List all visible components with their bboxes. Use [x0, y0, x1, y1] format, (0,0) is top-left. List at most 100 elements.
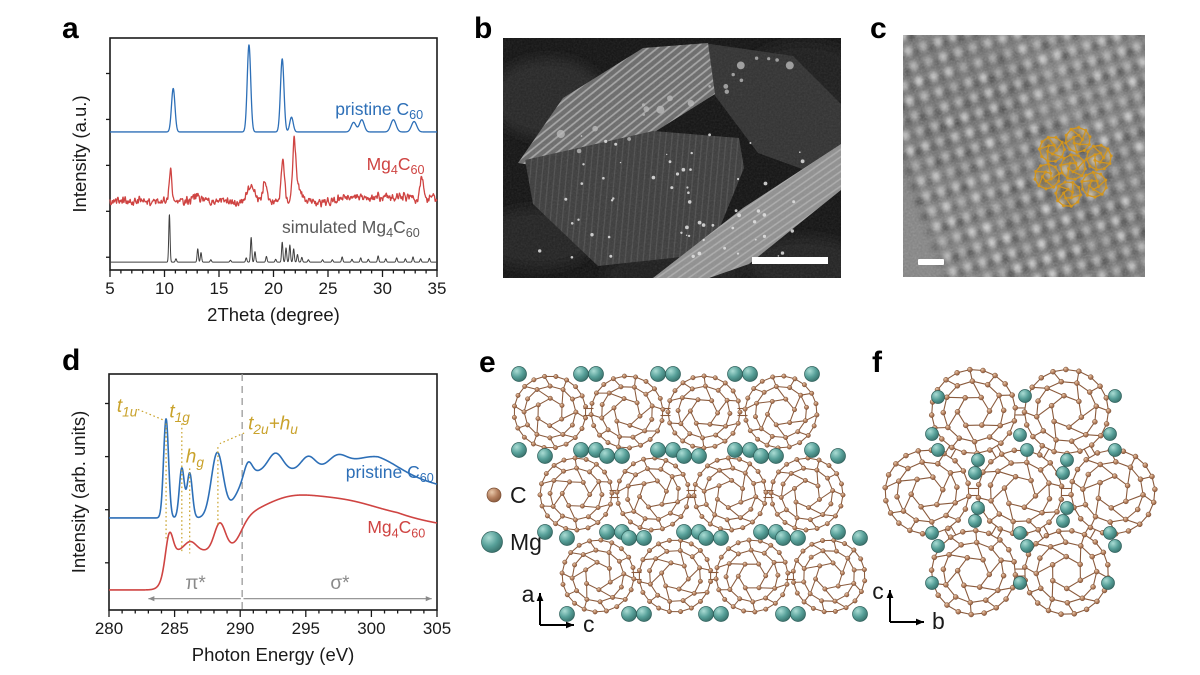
sem-image	[503, 38, 841, 278]
overlay-cage	[1064, 125, 1092, 154]
mg-atom	[931, 443, 945, 457]
mg-atom	[1101, 576, 1115, 590]
x-tick-label: 15	[210, 279, 229, 298]
series-mg4c60	[109, 135, 438, 208]
x-tick-label: 300	[357, 619, 385, 638]
mg-atom	[830, 448, 846, 464]
x-tick-label: 5	[105, 279, 114, 298]
mg-atom	[614, 448, 630, 464]
axis-ticks	[106, 72, 438, 277]
mg-atom	[768, 448, 784, 464]
mg-atom	[599, 524, 615, 540]
mg-atom	[753, 524, 769, 540]
fullerene-cage	[928, 527, 1019, 618]
fullerene-cage	[975, 447, 1065, 537]
mg-atom	[676, 524, 692, 540]
mg-atom	[852, 530, 868, 546]
mg-atom	[925, 576, 939, 590]
mg-atom	[830, 524, 846, 540]
mg-atom	[691, 448, 707, 464]
mg-atom	[925, 526, 939, 540]
overlay-cage	[1037, 135, 1066, 163]
scale-bar	[918, 259, 944, 265]
overlay-cage	[1080, 170, 1108, 199]
series-label: pristine C60	[346, 462, 434, 485]
fullerene-cage	[537, 455, 615, 533]
mg-atom	[852, 606, 868, 622]
panel-letter-d: d	[62, 344, 81, 377]
axis-label-a: a	[522, 581, 535, 607]
region-label: π*	[185, 573, 206, 594]
arrow-head	[916, 618, 924, 626]
panel-letter-f: f	[872, 346, 882, 379]
nexafs-chart: 280 285 290 295 300 305 Photon Energy (eV) Inte…	[68, 373, 451, 665]
intercage-bond	[1089, 529, 1096, 539]
fullerene-cage	[1022, 528, 1111, 617]
overlay-cage	[1059, 153, 1087, 181]
mg-atom	[698, 530, 714, 546]
x-tick-label: 290	[226, 619, 254, 638]
mg-atom	[698, 606, 714, 622]
fullerene-cage	[713, 537, 791, 615]
mg-atom	[537, 448, 553, 464]
mg-atom	[1056, 514, 1070, 528]
intercage-bond	[1043, 525, 1050, 536]
orbital-label: t1g	[169, 402, 190, 426]
mg-atom	[588, 366, 604, 382]
mg-atom	[665, 366, 681, 382]
fullerene-cage	[665, 373, 743, 451]
mg-atom	[559, 530, 575, 546]
mg-atom	[1013, 576, 1027, 590]
fullerene-cage	[882, 447, 972, 537]
mg-atom	[727, 442, 743, 458]
series-pristine-c60	[109, 44, 438, 133]
annotation-leader	[219, 432, 245, 445]
mg-atom	[925, 427, 939, 441]
sem-micrograph	[503, 38, 841, 278]
mg-atom	[1018, 389, 1032, 403]
x-axis-title: Photon Energy (eV)	[192, 644, 354, 665]
fullerene-cage	[614, 455, 692, 533]
mg-atom	[971, 501, 985, 515]
overlay-cage	[1033, 162, 1061, 191]
panel-letter-a: a	[62, 12, 79, 45]
series-mg4c60	[108, 494, 438, 591]
overlay-cage	[1054, 180, 1083, 208]
y-axis-title: Intensity (a.u.)	[69, 95, 90, 212]
region-label: σ*	[330, 573, 350, 594]
mg-atom	[621, 606, 637, 622]
series-label: Mg4C60	[367, 517, 425, 540]
panel-letter-c: c	[870, 12, 887, 45]
series-simulated-mg4c60	[109, 214, 438, 263]
mg-atom	[650, 366, 666, 382]
mg-atom	[804, 442, 820, 458]
x-tick-label: 10	[155, 279, 174, 298]
axis-ticks	[105, 402, 438, 617]
mg-atom	[1020, 539, 1034, 553]
mg-atom	[1103, 526, 1117, 540]
magnesium-legend-swatch	[481, 531, 503, 553]
tem-image	[903, 35, 1145, 277]
carbon-legend-swatch	[486, 487, 502, 503]
mg-atom	[650, 442, 666, 458]
mg-atom	[1108, 539, 1122, 553]
axis-indicator: ac	[522, 581, 595, 637]
x-tick-label: 30	[373, 279, 392, 298]
mg-atom	[573, 366, 589, 382]
series-label: simulated Mg4C60	[282, 217, 420, 240]
fullerene-cage	[588, 373, 666, 451]
mg-atom	[636, 606, 652, 622]
crystal-structure-cb-view: cb	[872, 366, 1158, 634]
mg-atom	[559, 606, 575, 622]
mg-atom	[931, 390, 945, 404]
mg-atom	[775, 530, 791, 546]
mg-atom	[1060, 501, 1074, 515]
carbon-legend-label: C	[510, 482, 527, 508]
x-tick-label: 295	[292, 619, 320, 638]
fullerene-cage	[742, 373, 820, 451]
overlay-cage	[1085, 143, 1113, 172]
mg-atom	[676, 448, 692, 464]
fullerene-cage	[636, 537, 714, 615]
mg-atom	[1013, 526, 1027, 540]
